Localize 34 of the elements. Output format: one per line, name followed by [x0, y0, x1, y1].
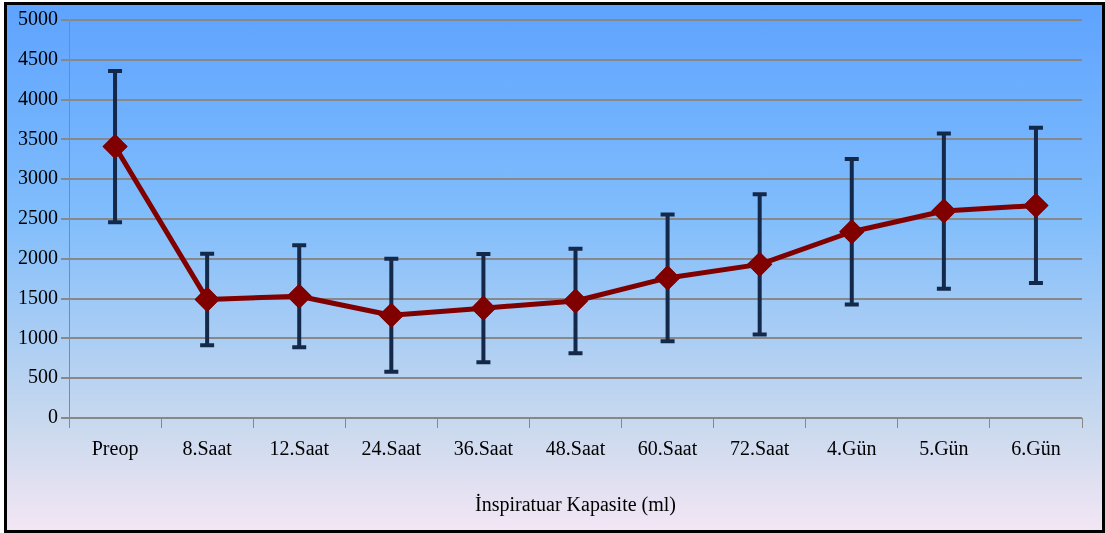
y-tick-label: 0	[48, 405, 58, 428]
y-tick-label: 1000	[18, 325, 58, 348]
point	[287, 284, 311, 308]
y-tick-label: 2000	[18, 246, 58, 269]
point	[564, 289, 587, 313]
y-tick-label: 3500	[18, 126, 58, 149]
point	[103, 135, 127, 159]
y-tick-label: 500	[28, 365, 58, 388]
x-tick-label: 4.Gün	[827, 437, 877, 460]
x-axis-title: İnspiratuar Kapasite (ml)	[474, 493, 677, 517]
y-tick-label: 5000	[18, 7, 58, 30]
x-tick-label: 12.Saat	[269, 437, 330, 460]
point	[471, 296, 495, 320]
point	[656, 266, 680, 290]
x-tick-label: 5.Gün	[919, 437, 969, 460]
y-tick-label: 4000	[18, 86, 58, 109]
y-tick-label: 4500	[18, 47, 58, 70]
point	[748, 252, 772, 276]
point	[840, 220, 864, 244]
x-tick-label: 72.Saat	[729, 437, 790, 460]
point	[932, 199, 956, 223]
x-tick-label: Preop	[91, 437, 139, 461]
point	[379, 303, 403, 327]
point	[1024, 193, 1048, 217]
x-tick-label: 24.Saat	[361, 437, 422, 460]
y-tick-label: 3000	[18, 166, 58, 189]
x-tick-label: 60.Saat	[637, 437, 698, 460]
point	[195, 287, 219, 311]
x-tick-label: 8.Saat	[182, 437, 233, 460]
y-tick-label: 2500	[18, 206, 58, 229]
x-tick-label: 6.Gün	[1011, 437, 1061, 460]
x-tick-label: 36.Saat	[453, 437, 514, 460]
x-tick-label: 48.Saat	[545, 437, 606, 460]
y-tick-label: 1500	[18, 285, 58, 308]
